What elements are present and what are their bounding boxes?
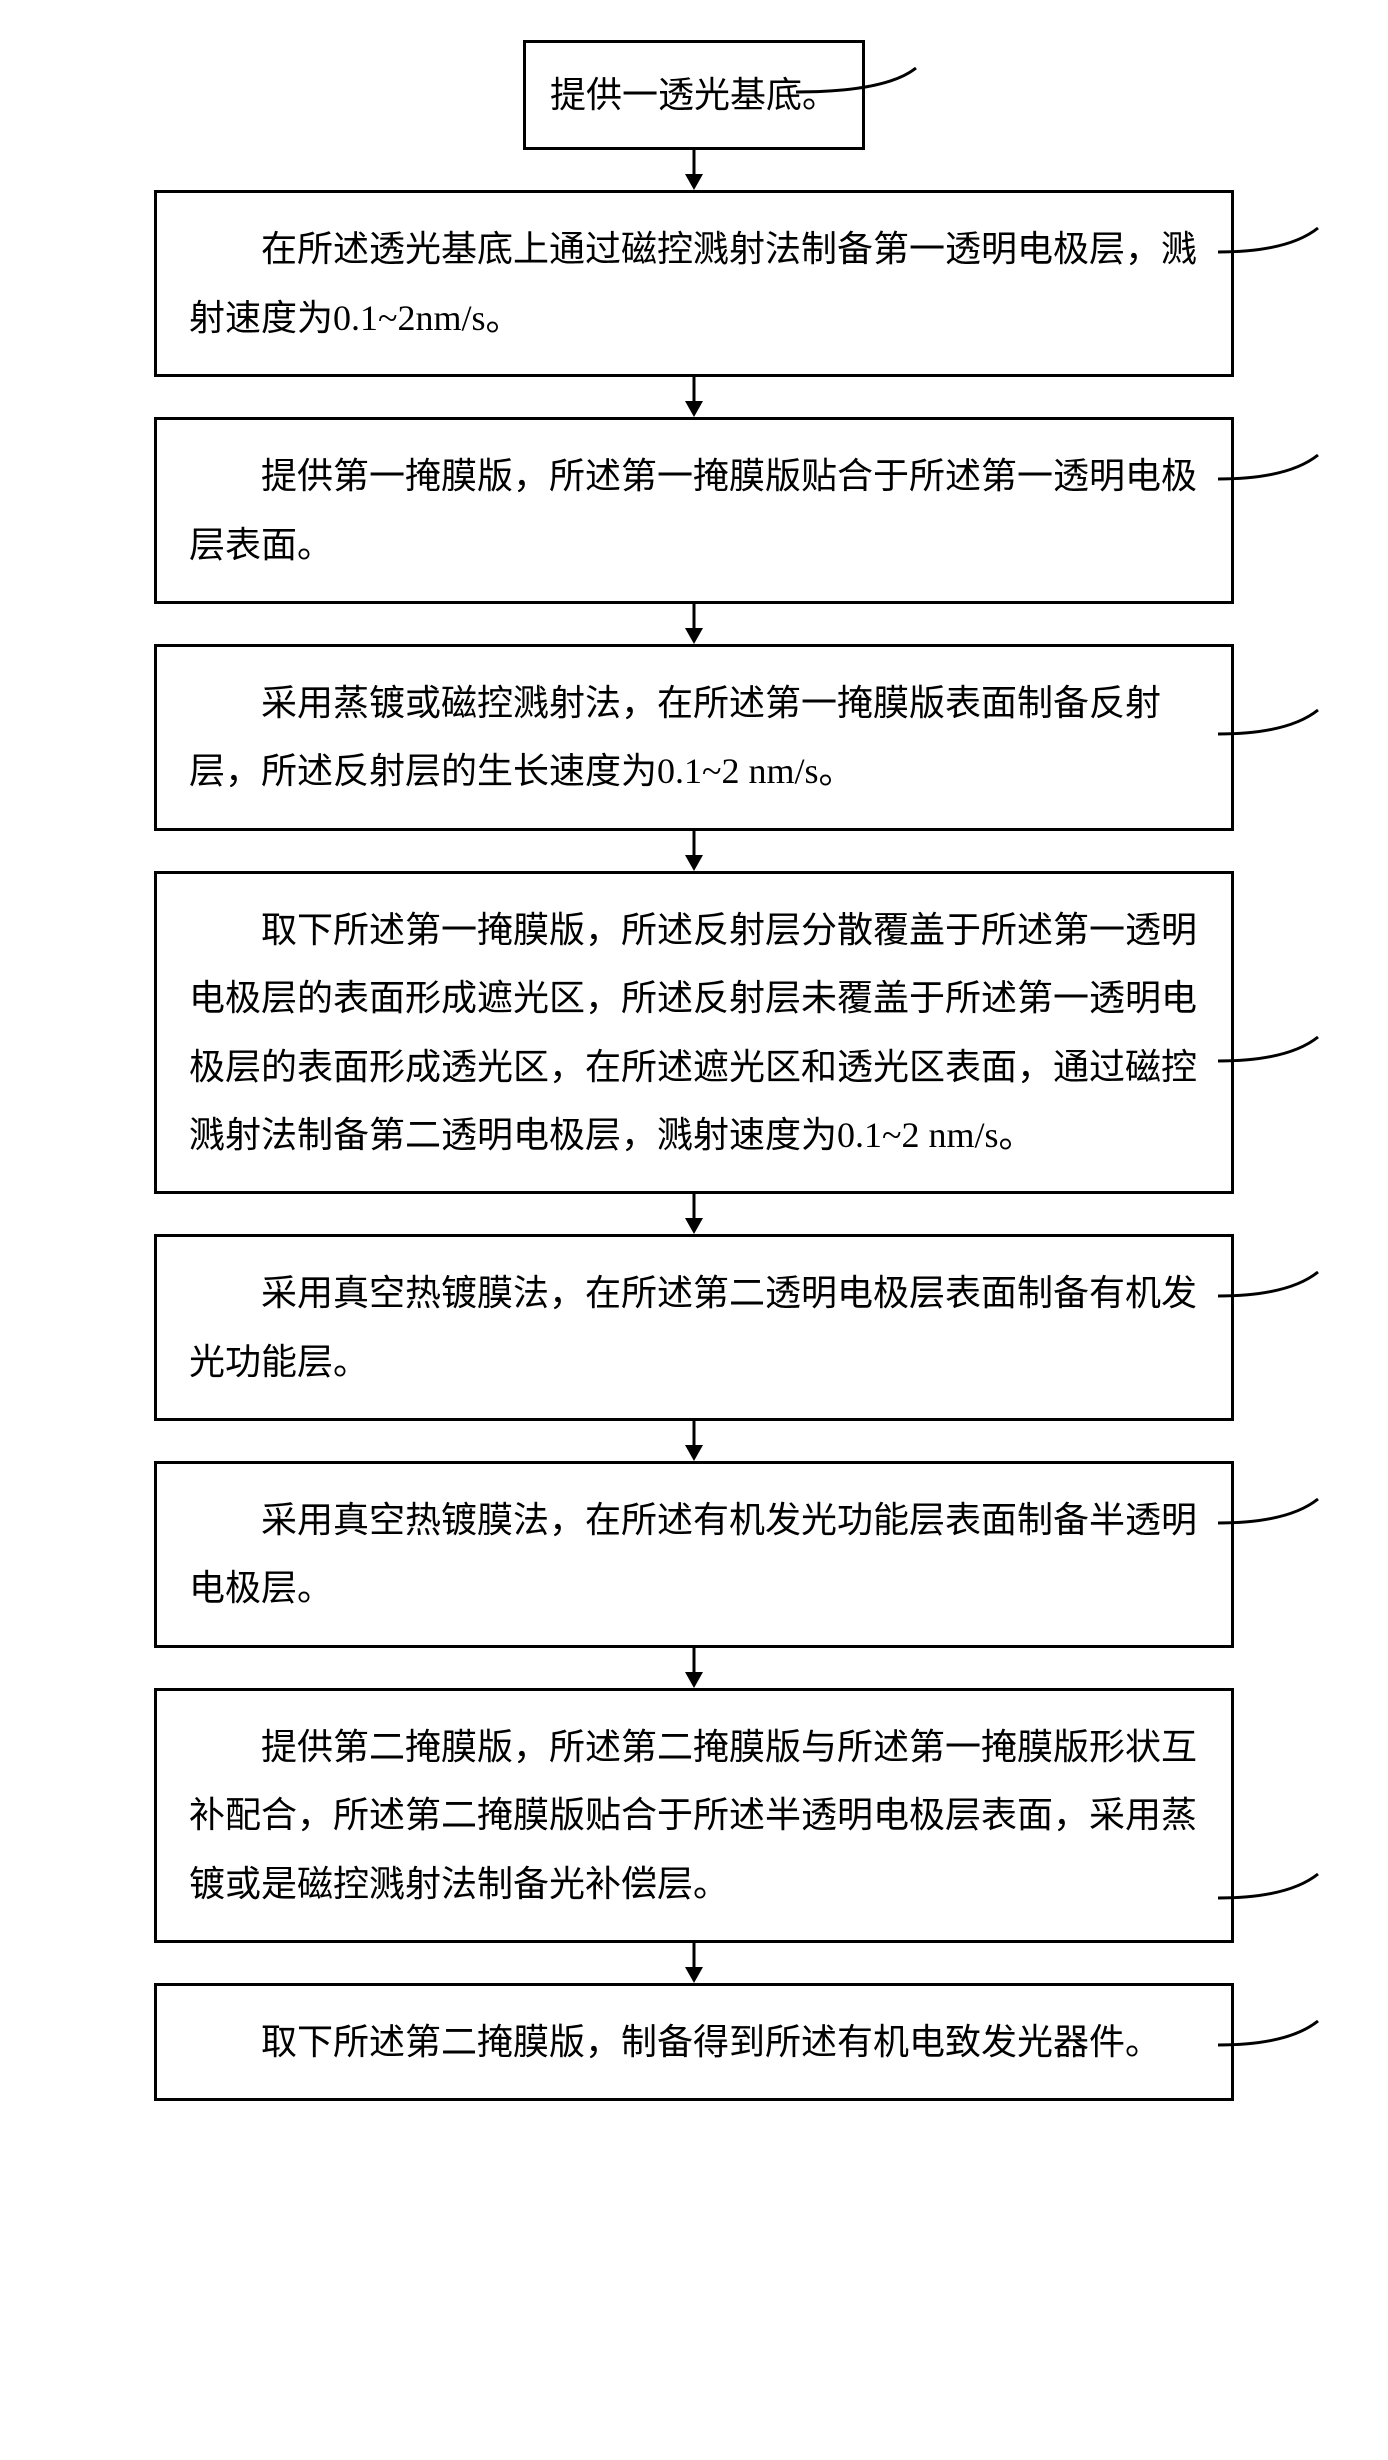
step-text-s9: 取下所述第二掩膜版，制备得到所述有机电致发光器件。: [189, 2008, 1199, 2076]
connector-curve-icon: [1218, 220, 1358, 260]
step-text-s1: 提供一透光基底。: [550, 61, 838, 129]
arrow-s3-s4: [679, 604, 709, 644]
step-box-s8: 提供第二掩膜版，所述第二掩膜版与所述第一掩膜版形状互补配合，所述第二掩膜版贴合于…: [154, 1688, 1234, 1943]
connector-s6: [1218, 1264, 1358, 1304]
flowchart-container: 提供一透光基底。 S1 在所述透光基底上通过磁控溅射法制备第一透明电极层，溅射速…: [30, 40, 1358, 2101]
arrow-down-icon: [679, 604, 709, 644]
arrow-s6-s7: [679, 1421, 709, 1461]
arrow-down-icon: [679, 1421, 709, 1461]
connector-curve-icon: [1218, 1264, 1358, 1304]
arrow-down-icon: [679, 377, 709, 417]
step-text-s2: 在所述透光基底上通过磁控溅射法制备第一透明电极层，溅射速度为0.1~2nm/s。: [189, 215, 1199, 352]
arrow-s1-s2: [679, 150, 709, 190]
connector-s5: [1218, 1029, 1358, 1069]
connector-curve-icon: [1218, 1866, 1358, 1906]
connector-s2: [1218, 220, 1358, 260]
step-box-s6: 采用真空热镀膜法，在所述第二透明电极层表面制备有机发光功能层。: [154, 1234, 1234, 1421]
connector-curve-icon: [1218, 447, 1358, 487]
step-row-s6: 采用真空热镀膜法，在所述第二透明电极层表面制备有机发光功能层。 S6: [30, 1234, 1358, 1421]
step-text-s8: 提供第二掩膜版，所述第二掩膜版与所述第一掩膜版形状互补配合，所述第二掩膜版贴合于…: [189, 1713, 1199, 1918]
arrow-down-icon: [679, 1943, 709, 1983]
arrow-down-icon: [679, 150, 709, 190]
step-box-s7: 采用真空热镀膜法，在所述有机发光功能层表面制备半透明电极层。: [154, 1461, 1234, 1648]
arrow-s5-s6: [679, 1194, 709, 1234]
step-row-s1: 提供一透光基底。 S1: [30, 40, 1358, 150]
connector-s3: [1218, 447, 1358, 487]
connector-s8: [1218, 1866, 1358, 1906]
connector-curve-icon: [1218, 702, 1358, 742]
step-row-s2: 在所述透光基底上通过磁控溅射法制备第一透明电极层，溅射速度为0.1~2nm/s。…: [30, 190, 1358, 377]
connector-s7: [1218, 1491, 1358, 1531]
connector-s4: [1218, 702, 1358, 742]
connector-curve-icon: [1218, 1491, 1358, 1531]
arrow-s7-s8: [679, 1648, 709, 1688]
step-row-s7: 采用真空热镀膜法，在所述有机发光功能层表面制备半透明电极层。 S7: [30, 1461, 1358, 1648]
step-box-s3: 提供第一掩膜版，所述第一掩膜版贴合于所述第一透明电极层表面。: [154, 417, 1234, 604]
connector-curve-icon: [1218, 1029, 1358, 1069]
arrow-down-icon: [679, 831, 709, 871]
step-box-s2: 在所述透光基底上通过磁控溅射法制备第一透明电极层，溅射速度为0.1~2nm/s。: [154, 190, 1234, 377]
step-text-s4: 采用蒸镀或磁控溅射法，在所述第一掩膜版表面制备反射层，所述反射层的生长速度为0.…: [189, 669, 1199, 806]
connector-s9: [1218, 2013, 1358, 2053]
arrow-down-icon: [679, 1194, 709, 1234]
arrow-s4-s5: [679, 831, 709, 871]
arrow-down-icon: [679, 1648, 709, 1688]
step-row-s4: 采用蒸镀或磁控溅射法，在所述第一掩膜版表面制备反射层，所述反射层的生长速度为0.…: [30, 644, 1358, 831]
step-text-s3: 提供第一掩膜版，所述第一掩膜版贴合于所述第一透明电极层表面。: [189, 442, 1199, 579]
step-row-s9: 取下所述第二掩膜版，制备得到所述有机电致发光器件。 S9: [30, 1983, 1358, 2101]
step-text-s6: 采用真空热镀膜法，在所述第二透明电极层表面制备有机发光功能层。: [189, 1259, 1199, 1396]
step-box-s4: 采用蒸镀或磁控溅射法，在所述第一掩膜版表面制备反射层，所述反射层的生长速度为0.…: [154, 644, 1234, 831]
step-box-s9: 取下所述第二掩膜版，制备得到所述有机电致发光器件。: [154, 1983, 1234, 2101]
step-row-s5: 取下所述第一掩膜版，所述反射层分散覆盖于所述第一透明电极层的表面形成遮光区，所述…: [30, 871, 1358, 1195]
step-text-s5: 取下所述第一掩膜版，所述反射层分散覆盖于所述第一透明电极层的表面形成遮光区，所述…: [189, 896, 1199, 1170]
step-box-s1: 提供一透光基底。: [523, 40, 865, 150]
step-row-s8: 提供第二掩膜版，所述第二掩膜版与所述第一掩膜版形状互补配合，所述第二掩膜版贴合于…: [30, 1688, 1358, 1943]
arrow-s8-s9: [679, 1943, 709, 1983]
step-box-s5: 取下所述第一掩膜版，所述反射层分散覆盖于所述第一透明电极层的表面形成遮光区，所述…: [154, 871, 1234, 1195]
step-row-s3: 提供第一掩膜版，所述第一掩膜版贴合于所述第一透明电极层表面。 S3: [30, 417, 1358, 604]
step-text-s7: 采用真空热镀膜法，在所述有机发光功能层表面制备半透明电极层。: [189, 1486, 1199, 1623]
arrow-s2-s3: [679, 377, 709, 417]
connector-curve-icon: [1218, 2013, 1358, 2053]
